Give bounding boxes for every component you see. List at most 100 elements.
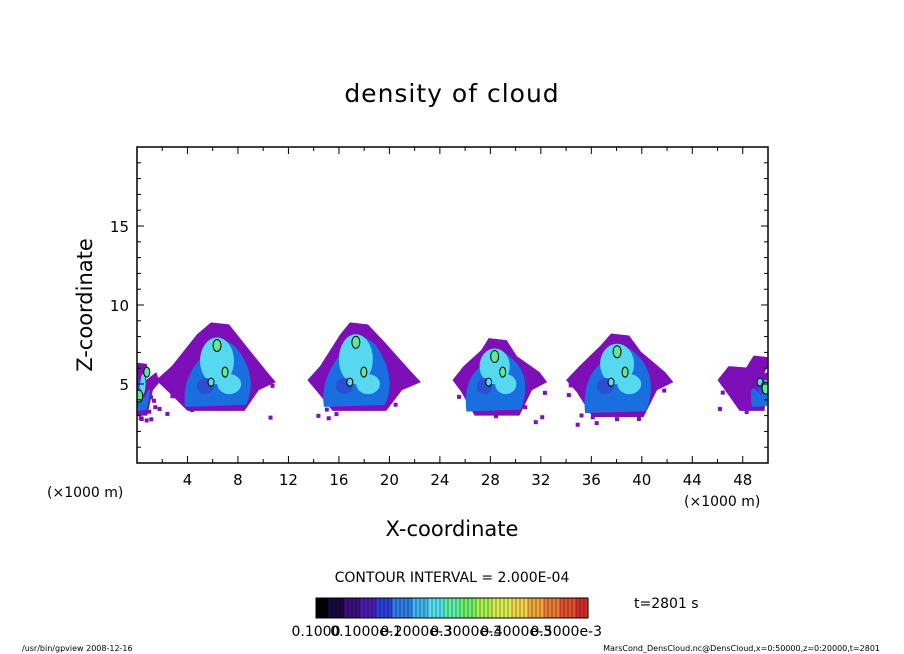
colorbar-swatch <box>552 598 557 618</box>
cloud-core <box>767 378 768 390</box>
cloud-speckle <box>615 417 620 422</box>
y-tick-label: 10 <box>110 297 129 315</box>
cloud-peak-contour <box>485 377 493 387</box>
cloud-speckle <box>590 415 595 420</box>
cloud-cell <box>717 355 777 414</box>
cloud-speckle <box>177 378 182 383</box>
colorbar-swatch <box>464 598 469 618</box>
cloud-speckle <box>594 421 599 426</box>
x-tick-label: 32 <box>531 471 550 489</box>
cloud-peak-contour <box>351 335 361 349</box>
colorbar-swatch <box>332 598 337 618</box>
colorbar-label: 0.2000e-3 <box>380 624 452 640</box>
colorbar-swatch <box>360 598 365 618</box>
colorbar-swatch <box>356 598 361 618</box>
plot-background <box>137 147 768 463</box>
colorbar-swatch <box>436 598 441 618</box>
colorbar-swatch <box>440 598 445 618</box>
cloud-peak-contour <box>137 389 144 403</box>
cloud-cell <box>155 322 276 420</box>
cloud-speckle <box>636 417 641 422</box>
cloud-peak-contour <box>207 377 215 387</box>
cloud-speckle <box>579 413 584 418</box>
cloud-speckle <box>575 422 580 427</box>
x-unit-left: (×1000 m) <box>47 485 123 501</box>
cloud-speckle <box>326 416 331 421</box>
cloud-speckle <box>148 395 153 400</box>
colorbar-frame <box>315 597 589 619</box>
cloud-speckle <box>147 409 152 414</box>
colorbar-swatch <box>392 598 397 618</box>
cloud-speckle <box>153 405 158 410</box>
colorbar-swatch <box>488 598 493 618</box>
cloud-peak-contour <box>499 366 507 378</box>
cloud-speckle <box>741 393 746 398</box>
cloud-speckle <box>152 398 157 403</box>
x-tick-label: 4 <box>183 471 193 489</box>
colorbar-swatch <box>584 598 589 618</box>
colorbar-swatch <box>368 598 373 618</box>
colorbar-swatch <box>520 598 525 618</box>
y-axis: 5 10 15 <box>110 162 768 448</box>
cloud-speckle <box>639 410 644 415</box>
cloud-field <box>130 322 777 427</box>
colorbar-swatch <box>372 598 377 618</box>
colorbar-swatch <box>480 598 485 618</box>
colorbar-swatch <box>468 598 473 618</box>
colorbar-swatch <box>400 598 405 618</box>
colorbar-swatch <box>484 598 489 618</box>
cloud-speckle <box>393 402 398 407</box>
plot-area <box>130 146 777 464</box>
x-tick-label: 40 <box>632 471 651 489</box>
colorbar-swatch <box>424 598 429 618</box>
cloud-speckle <box>720 390 725 395</box>
colorbar-swatch <box>556 598 561 618</box>
colorbar-swatch <box>396 598 401 618</box>
cloud-speckle <box>749 379 754 384</box>
x-tick-label: 8 <box>233 471 243 489</box>
cloud-cell <box>130 362 162 423</box>
colorbar-swatch <box>380 598 385 618</box>
colorbar-swatch <box>336 598 341 618</box>
colorbar-swatch <box>492 598 497 618</box>
colorbar-label: 0.5000e-3 <box>530 624 602 640</box>
cloud-speckle <box>157 406 162 411</box>
cloud-speckle <box>270 383 275 388</box>
cloud-speckle <box>662 388 667 393</box>
cloud-peak-contour <box>130 378 136 386</box>
cloud-peak-contour <box>360 366 368 378</box>
cloud-speckle <box>542 390 547 395</box>
colorbar-swatch <box>540 598 545 618</box>
cloud-speckle <box>737 380 742 385</box>
colorbar-swatch <box>528 598 533 618</box>
colorbar-swatch <box>316 598 321 618</box>
colorbar-swatch <box>324 598 329 618</box>
footer-right: MarsCond_DensCloud.nc@DensCloud,x=0:5000… <box>603 644 880 653</box>
cloud-speckle <box>721 376 726 381</box>
cloud-peak-contour <box>221 366 229 378</box>
cloud-core <box>495 374 517 395</box>
cloud-speckle <box>143 392 148 397</box>
colorbar <box>315 598 589 618</box>
colorbar-label: 0.1000e-1 <box>330 624 402 640</box>
cloud-peak-contour <box>756 377 764 387</box>
cloud-speckle <box>169 386 174 391</box>
x-axis-title: X-coordinate <box>386 517 519 541</box>
colorbar-swatch <box>348 598 353 618</box>
cloud-peak-contour <box>771 367 777 377</box>
colorbar-swatch <box>512 598 517 618</box>
colorbar-swatch <box>340 598 345 618</box>
cloud-speckle <box>478 410 483 415</box>
cloud-cell <box>452 338 548 425</box>
colorbar-swatch <box>404 598 409 618</box>
colorbar-labels: 0.10000.1000e-10.2000e-30.3000e-30.4000e… <box>292 624 603 640</box>
chart-title: density of cloud <box>344 79 559 108</box>
cloud-core <box>217 374 242 395</box>
footer-left: /usr/bin/gpview 2008-12-16 <box>22 644 133 653</box>
cloud-speckle <box>533 420 538 425</box>
colorbar-swatch <box>544 598 549 618</box>
colorbar-swatch <box>328 598 333 618</box>
colorbar-swatch <box>500 598 505 618</box>
cloud-speckle <box>717 406 722 411</box>
colorbar-label: 0.4000e-3 <box>480 624 552 640</box>
